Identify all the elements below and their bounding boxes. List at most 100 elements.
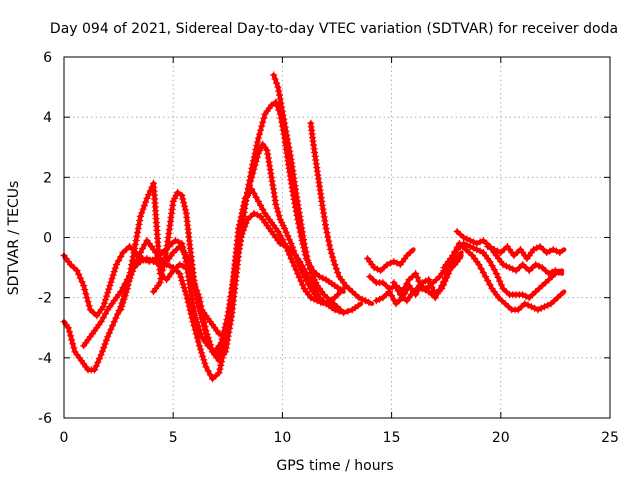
y-tick-label: 0	[43, 231, 52, 247]
y-tick-label: 2	[43, 170, 52, 186]
data-point	[136, 212, 144, 220]
data-point	[297, 265, 305, 273]
data-point	[252, 193, 260, 201]
data-point	[142, 198, 150, 206]
data-point	[140, 256, 148, 264]
data-point	[413, 285, 421, 293]
data-point	[502, 262, 510, 270]
data-point	[130, 249, 138, 256]
data-point	[380, 264, 388, 272]
data-point	[131, 245, 139, 252]
data-point	[542, 267, 550, 275]
data-point	[295, 273, 303, 281]
data-point	[191, 326, 199, 334]
data-point	[289, 258, 297, 266]
data-point	[284, 135, 291, 143]
data-point	[466, 237, 474, 244]
data-point	[194, 338, 202, 346]
data-point	[278, 103, 286, 111]
data-point	[460, 240, 468, 247]
data-point	[162, 250, 170, 258]
data-point	[527, 303, 535, 311]
data-point	[94, 358, 102, 366]
data-point	[519, 261, 527, 269]
data-point	[426, 282, 434, 290]
data-point	[370, 264, 378, 272]
data-point	[484, 277, 492, 285]
data-point	[76, 274, 84, 282]
data-point	[171, 194, 179, 202]
data-point	[521, 300, 529, 308]
data-point	[345, 285, 353, 293]
data-point	[333, 303, 341, 311]
data-point	[431, 291, 439, 299]
data-point	[179, 195, 187, 203]
data-point	[251, 149, 259, 157]
data-point	[330, 300, 338, 308]
data-point	[280, 115, 288, 123]
data-point	[534, 306, 542, 314]
data-point	[498, 297, 506, 305]
data-point	[316, 273, 323, 281]
data-point	[193, 334, 201, 342]
data-point	[519, 291, 527, 299]
data-point	[122, 288, 130, 296]
data-point	[178, 191, 186, 199]
data-point	[110, 268, 118, 276]
data-point	[309, 273, 317, 281]
data-point	[181, 202, 189, 210]
data-point	[385, 288, 393, 296]
series-track-h	[364, 247, 416, 275]
data-point	[488, 262, 496, 270]
data-point	[190, 322, 198, 330]
data-point	[202, 327, 210, 335]
data-point	[301, 244, 309, 252]
data-point	[259, 205, 267, 213]
data-point	[200, 356, 208, 364]
data-point	[302, 248, 310, 256]
x-axis-label: GPS time / hours	[276, 458, 393, 474]
data-point	[490, 246, 498, 253]
data-point	[379, 279, 387, 287]
data-point	[390, 279, 398, 287]
data-point	[506, 264, 513, 272]
data-point	[250, 189, 258, 197]
data-point	[477, 265, 485, 273]
data-point	[250, 157, 257, 165]
data-point	[112, 261, 120, 269]
data-point	[207, 344, 215, 352]
data-point	[406, 249, 414, 256]
data-point	[124, 281, 132, 289]
data-point	[304, 256, 312, 264]
data-point	[281, 225, 289, 232]
y-tick-label: 4	[43, 110, 52, 126]
data-point	[532, 261, 540, 269]
data-point	[518, 303, 525, 311]
data-point	[141, 241, 149, 248]
data-point	[342, 282, 350, 290]
data-point	[287, 240, 295, 247]
data-point	[256, 130, 263, 138]
data-point	[392, 300, 400, 308]
data-point	[118, 302, 126, 310]
data-point	[276, 216, 284, 223]
data-point	[166, 262, 174, 270]
data-point	[446, 266, 454, 274]
data-point	[496, 277, 504, 285]
data-point	[546, 247, 554, 255]
data-point	[206, 371, 214, 379]
data-point	[66, 328, 73, 336]
data-point	[529, 264, 536, 272]
data-point	[109, 322, 117, 329]
data-point	[174, 188, 182, 196]
data-point	[313, 297, 321, 305]
data-point	[538, 264, 546, 272]
data-point	[538, 282, 546, 290]
data-point	[143, 255, 151, 263]
series-track-e	[150, 188, 228, 340]
data-point	[274, 208, 282, 216]
data-point	[337, 286, 345, 294]
data-point	[106, 282, 114, 290]
data-point	[83, 294, 91, 302]
data-point	[140, 202, 148, 210]
